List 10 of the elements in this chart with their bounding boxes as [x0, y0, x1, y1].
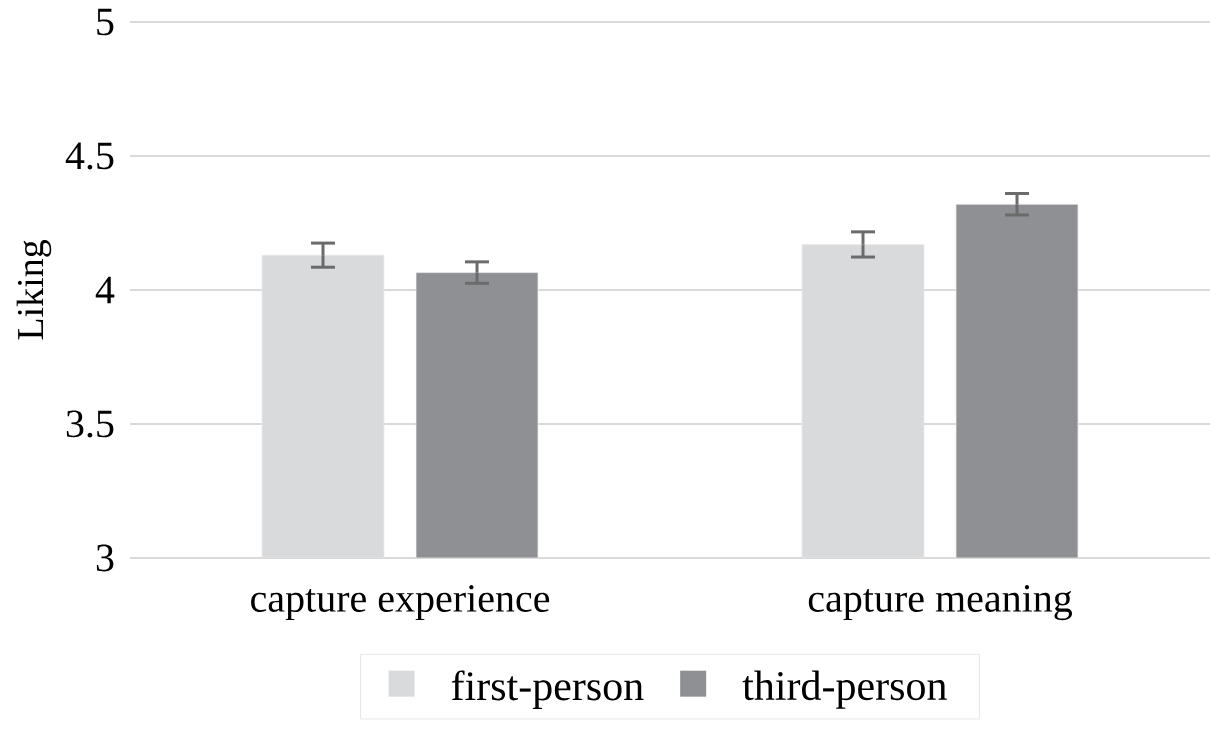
y-tick-label: 4.5 [65, 142, 114, 170]
y-tick-label: 4 [95, 276, 115, 304]
x-tick-label: capture experience [251, 585, 550, 621]
legend-label: third-person [742, 670, 947, 709]
y-tick-label: 3.5 [66, 410, 114, 438]
y-axis-title: Liking [16, 240, 52, 340]
x-tick-label: capture meaning [808, 585, 1072, 621]
y-tick-label: 3 [96, 544, 114, 572]
legend-label: first-person [451, 670, 644, 709]
y-tick-label: 5 [97, 8, 114, 36]
